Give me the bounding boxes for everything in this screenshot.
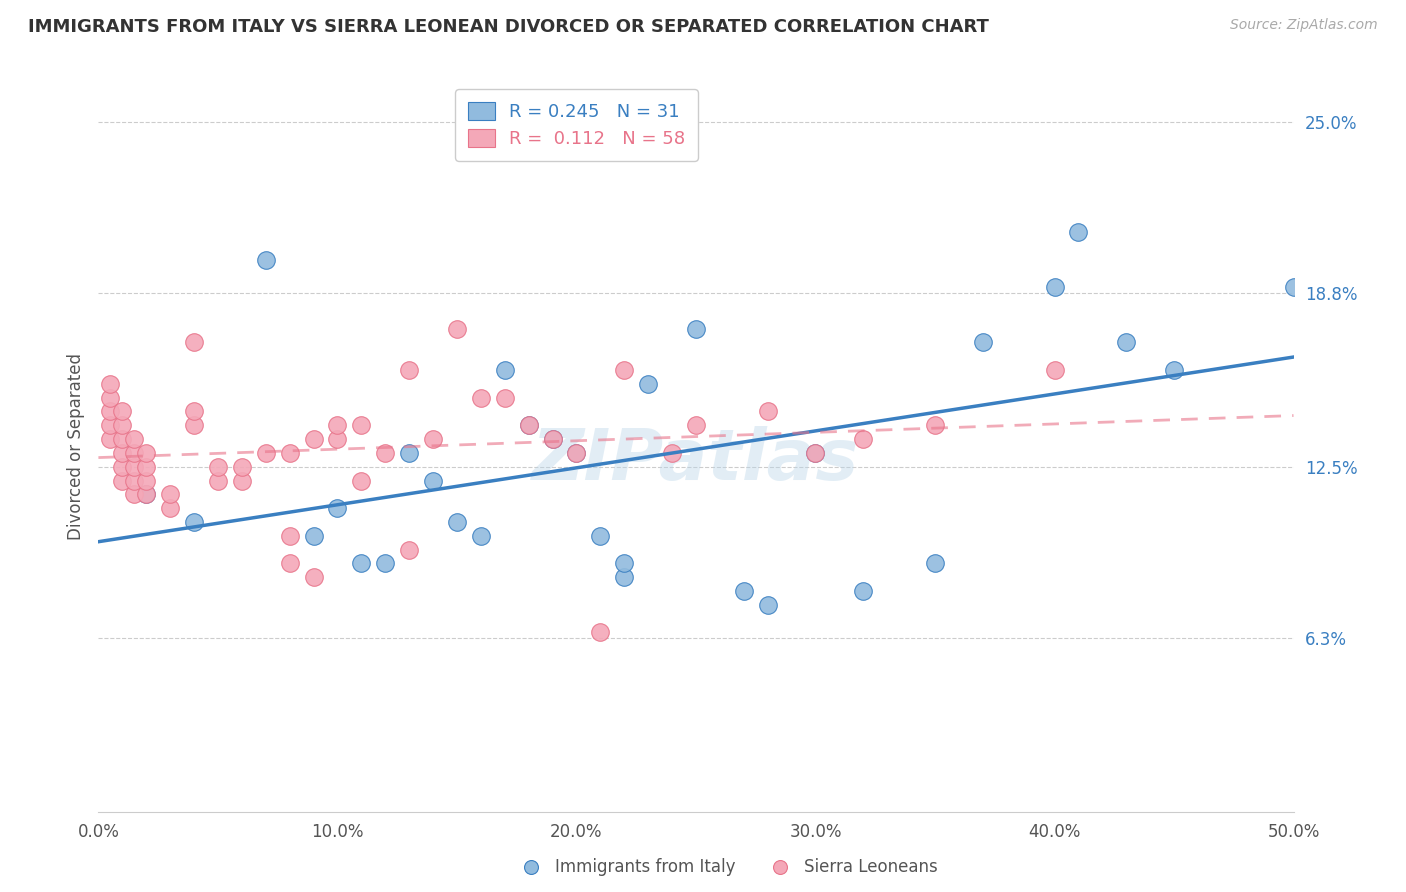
- Point: [135, 487, 157, 501]
- Point: [1043, 363, 1066, 377]
- Point: [111, 404, 134, 418]
- Point: [1163, 363, 1185, 377]
- Point: [254, 252, 277, 267]
- Point: [231, 474, 253, 488]
- Point: [589, 625, 612, 640]
- Point: [494, 363, 516, 377]
- Point: [111, 432, 134, 446]
- Point: [565, 446, 588, 460]
- Point: [374, 557, 396, 571]
- Point: [541, 432, 564, 446]
- Point: [207, 459, 229, 474]
- Point: [804, 446, 827, 460]
- Point: [1067, 225, 1090, 239]
- Point: [98, 418, 122, 433]
- Point: [183, 335, 205, 350]
- Point: [446, 321, 468, 335]
- Point: [278, 557, 301, 571]
- Point: [756, 598, 779, 612]
- Point: [124, 459, 146, 474]
- Point: [685, 418, 707, 433]
- Point: [124, 487, 146, 501]
- Point: [1115, 335, 1137, 350]
- Point: [924, 418, 946, 433]
- Point: [733, 583, 755, 598]
- Point: [1043, 280, 1066, 294]
- Point: [135, 474, 157, 488]
- Point: [124, 446, 146, 460]
- Point: [159, 501, 181, 516]
- Point: [517, 418, 540, 433]
- Point: [159, 487, 181, 501]
- Point: [98, 404, 122, 418]
- Point: [613, 363, 636, 377]
- Point: [613, 557, 636, 571]
- Point: [446, 515, 468, 529]
- Point: [326, 418, 349, 433]
- Point: [541, 432, 564, 446]
- Point: [1282, 280, 1305, 294]
- Point: [852, 432, 875, 446]
- Text: Sierra Leoneans: Sierra Leoneans: [804, 858, 938, 876]
- Point: [302, 432, 325, 446]
- Point: [254, 446, 277, 460]
- Point: [350, 557, 373, 571]
- Point: [326, 432, 349, 446]
- Point: [111, 459, 134, 474]
- Point: [613, 570, 636, 584]
- Point: [98, 391, 122, 405]
- Point: [183, 404, 205, 418]
- Point: [565, 446, 588, 460]
- Point: [135, 487, 157, 501]
- Text: IMMIGRANTS FROM ITALY VS SIERRA LEONEAN DIVORCED OR SEPARATED CORRELATION CHART: IMMIGRANTS FROM ITALY VS SIERRA LEONEAN …: [28, 18, 988, 36]
- Point: [111, 474, 134, 488]
- Point: [183, 515, 205, 529]
- Point: [494, 391, 516, 405]
- Point: [756, 404, 779, 418]
- Y-axis label: Divorced or Separated: Divorced or Separated: [66, 352, 84, 540]
- Point: [374, 446, 396, 460]
- Legend: R = 0.245   N = 31, R =  0.112   N = 58: R = 0.245 N = 31, R = 0.112 N = 58: [456, 89, 697, 161]
- Point: [231, 459, 253, 474]
- Point: [398, 446, 420, 460]
- Point: [398, 363, 420, 377]
- Point: [278, 446, 301, 460]
- Point: [135, 459, 157, 474]
- Point: [517, 418, 540, 433]
- Text: Immigrants from Italy: Immigrants from Italy: [555, 858, 735, 876]
- Point: [124, 432, 146, 446]
- Point: [350, 418, 373, 433]
- Point: [398, 542, 420, 557]
- Point: [637, 376, 659, 391]
- Point: [183, 418, 205, 433]
- Point: [350, 474, 373, 488]
- Point: [422, 432, 444, 446]
- Point: [111, 446, 134, 460]
- Point: [135, 446, 157, 460]
- Point: [661, 446, 683, 460]
- Point: [470, 529, 492, 543]
- Point: [98, 376, 122, 391]
- Point: [207, 474, 229, 488]
- Point: [685, 321, 707, 335]
- Point: [278, 529, 301, 543]
- Text: Source: ZipAtlas.com: Source: ZipAtlas.com: [1230, 18, 1378, 32]
- Point: [302, 570, 325, 584]
- Point: [422, 474, 444, 488]
- Point: [326, 501, 349, 516]
- Point: [111, 418, 134, 433]
- Point: [124, 474, 146, 488]
- Point: [589, 529, 612, 543]
- Point: [852, 583, 875, 598]
- Point: [924, 557, 946, 571]
- Point: [470, 391, 492, 405]
- Point: [302, 529, 325, 543]
- Point: [972, 335, 994, 350]
- Text: ZIPatlas: ZIPatlas: [533, 426, 859, 495]
- Point: [98, 432, 122, 446]
- Point: [804, 446, 827, 460]
